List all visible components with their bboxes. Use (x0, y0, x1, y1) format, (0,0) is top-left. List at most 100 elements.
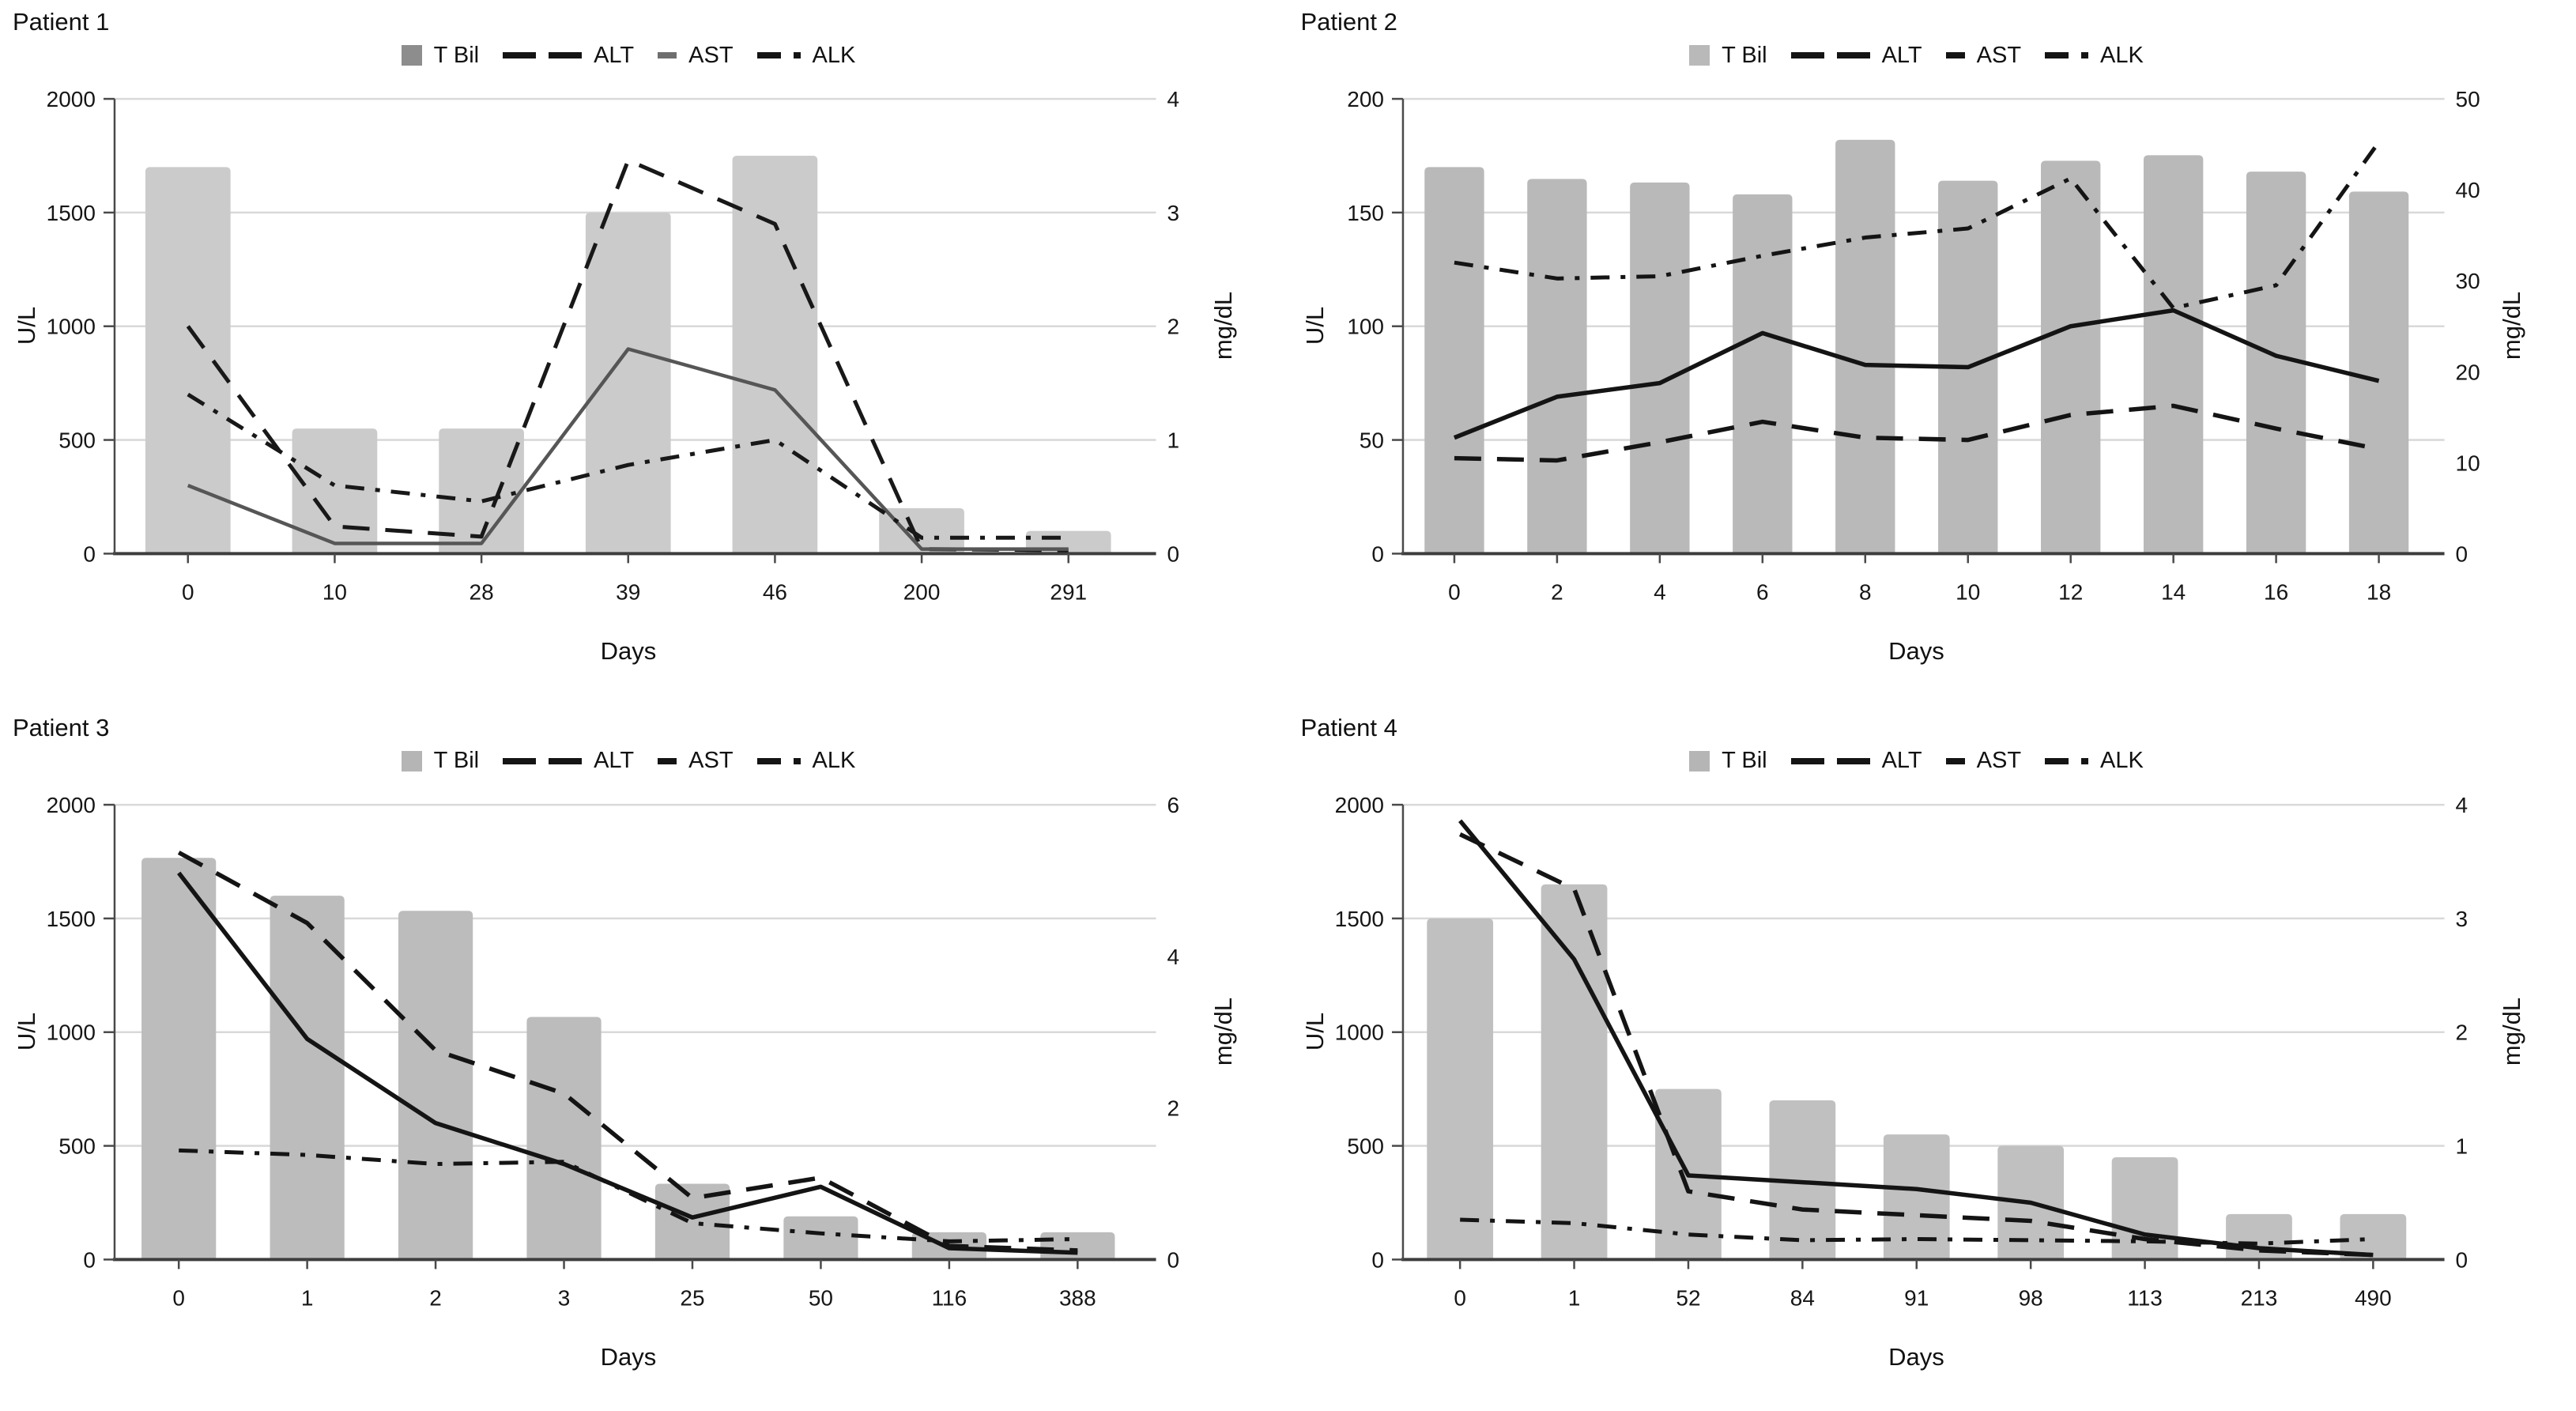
legend-item-alk: ALK (2045, 748, 2144, 774)
right-axis-label: mg/dL (1209, 997, 1237, 1066)
right-tick-label: 4 (1167, 87, 1180, 111)
x-tick-label: 18 (2367, 579, 2391, 604)
legend-item-ast: AST (658, 748, 734, 774)
right-tick-label: 1 (2455, 1134, 2468, 1158)
x-tick-label: 16 (2264, 579, 2288, 604)
x-tick-label: 291 (1050, 579, 1087, 604)
panel-title: Patient 4 (1300, 713, 1397, 741)
x-axis-label: Days (1888, 1342, 1944, 1371)
x-tick-label: 113 (2127, 1285, 2163, 1310)
panel-title: Patient 2 (1300, 8, 1397, 36)
legend-label: T Bil (1722, 42, 1767, 68)
patient-1-panel: Patient 1 T Bil ALT AST ALK 0 500 1000 1500 200… (0, 0, 1288, 706)
legend-label: ALK (812, 748, 856, 773)
line-ast (1454, 403, 2379, 463)
bar-t-bil (1768, 1100, 1835, 1259)
right-tick-label: 30 (2455, 269, 2480, 293)
left-tick-label: 1000 (47, 1020, 96, 1044)
line-ast (177, 850, 1078, 1253)
legend-square-icon (1689, 45, 1710, 66)
x-tick-label: 490 (2355, 1285, 2392, 1310)
left-tick-label: 2000 (47, 87, 96, 111)
combo-chart: 0 500 1000 1500 2000 0 2 4 6 0 1 2 3 25 50 116 388 (47, 793, 1180, 1310)
bar-t-bil (145, 167, 231, 554)
bar-t-bil (1883, 1134, 1950, 1259)
bar-t-bil (1424, 167, 1484, 554)
left-tick-label: 150 (1347, 201, 1384, 225)
legend-item-ast: AST (1945, 748, 2022, 774)
bar-t-bil (2111, 1156, 2178, 1259)
x-tick-label: 91 (1904, 1285, 1929, 1310)
legend-item-t-bil: T Bil (1689, 748, 1767, 774)
bar-t-bil (1835, 139, 1895, 554)
x-tick-label: 28 (470, 579, 494, 604)
x-tick-label: 388 (1059, 1285, 1096, 1310)
left-axis-label: U/L (13, 306, 40, 345)
legend-item-alt: ALT (503, 748, 634, 774)
patient-4-panel: Patient 4 T Bil ALT AST ALK 0 500 1000 1500 200… (1288, 706, 2576, 1411)
legend-item-ast: AST (658, 43, 734, 69)
bar-t-bil (2339, 1213, 2406, 1259)
legend: T Bil ALT AST ALK (1403, 744, 2431, 779)
legend-double-dash-icon (1790, 757, 1870, 764)
legend-item-alt: ALT (1790, 748, 1922, 774)
right-tick-label: 0 (1167, 1247, 1180, 1272)
bar-t-bil (1040, 1232, 1115, 1259)
line-alk (1454, 141, 2381, 311)
x-tick-label: 2 (429, 1285, 442, 1310)
bar-t-bil (783, 1216, 858, 1259)
legend: T Bil ALT AST ALK (115, 38, 1142, 73)
left-tick-label: 50 (1359, 428, 1383, 453)
bar-t-bil (2348, 191, 2408, 554)
legend-label: ALT (1881, 748, 1922, 773)
x-tick-label: 2 (1551, 579, 1563, 604)
legend: T Bil ALT AST ALK (115, 744, 1142, 779)
line-ast (1458, 832, 2373, 1257)
left-tick-label: 0 (83, 541, 96, 566)
x-tick-label: 213 (2240, 1285, 2277, 1310)
left-tick-label: 2000 (1334, 793, 1383, 817)
legend-dash-icon (1945, 52, 1965, 58)
bar-t-bil (1541, 884, 1607, 1259)
x-tick-label: 0 (172, 1285, 185, 1310)
right-tick-label: 2 (1167, 1096, 1180, 1120)
legend-item-t-bil: T Bil (401, 43, 479, 69)
left-tick-label: 0 (83, 1247, 96, 1272)
bar-t-bil (732, 155, 818, 554)
x-tick-label: 3 (558, 1285, 571, 1310)
legend-label: AST (688, 748, 734, 773)
right-axis-label: mg/dL (1209, 291, 1237, 360)
panel-title: Patient 3 (13, 713, 110, 741)
right-tick-label: 0 (2455, 1247, 2468, 1272)
x-tick-label: 52 (1676, 1285, 1700, 1310)
bar-t-bil (1426, 918, 1493, 1259)
legend-double-dash-icon (1790, 52, 1870, 58)
bar-t-bil (141, 857, 217, 1259)
legend-label: AST (1976, 748, 2022, 773)
right-tick-label: 10 (2455, 451, 2480, 475)
left-axis-label: U/L (1300, 306, 1329, 345)
x-tick-label: 1 (301, 1285, 314, 1310)
legend-label: ALT (1881, 42, 1922, 68)
patient-3-panel: Patient 3 T Bil ALT AST ALK 0 500 1000 1500 200… (0, 706, 1288, 1411)
bar-t-bil (2143, 155, 2203, 554)
left-tick-label: 0 (1371, 541, 1384, 566)
legend: T Bil ALT AST ALK (1403, 38, 2431, 73)
legend-item-alt: ALT (1790, 42, 1922, 69)
x-tick-label: 0 (1454, 1285, 1466, 1310)
legend-square-icon (401, 45, 422, 66)
combo-chart: 0 50 100 150 200 0 10 20 30 40 50 0 2 4 6 8 10 12 14 16 18 (1347, 87, 2480, 604)
legend-label: ALK (2100, 42, 2144, 68)
legend-square-icon (1689, 750, 1710, 772)
line-alt (1458, 818, 2374, 1257)
legend-dash-icon (1945, 757, 1965, 764)
line-alk (1459, 1217, 2373, 1246)
left-axis-label: U/L (13, 1012, 40, 1051)
left-tick-label: 1000 (47, 315, 96, 339)
legend-item-alk: ALK (756, 748, 856, 774)
legend-label: ALK (812, 42, 856, 68)
left-tick-label: 100 (1347, 315, 1384, 339)
panel-title: Patient 1 (13, 8, 110, 36)
x-tick-label: 46 (763, 579, 787, 604)
legend-label: ALK (2100, 748, 2144, 773)
